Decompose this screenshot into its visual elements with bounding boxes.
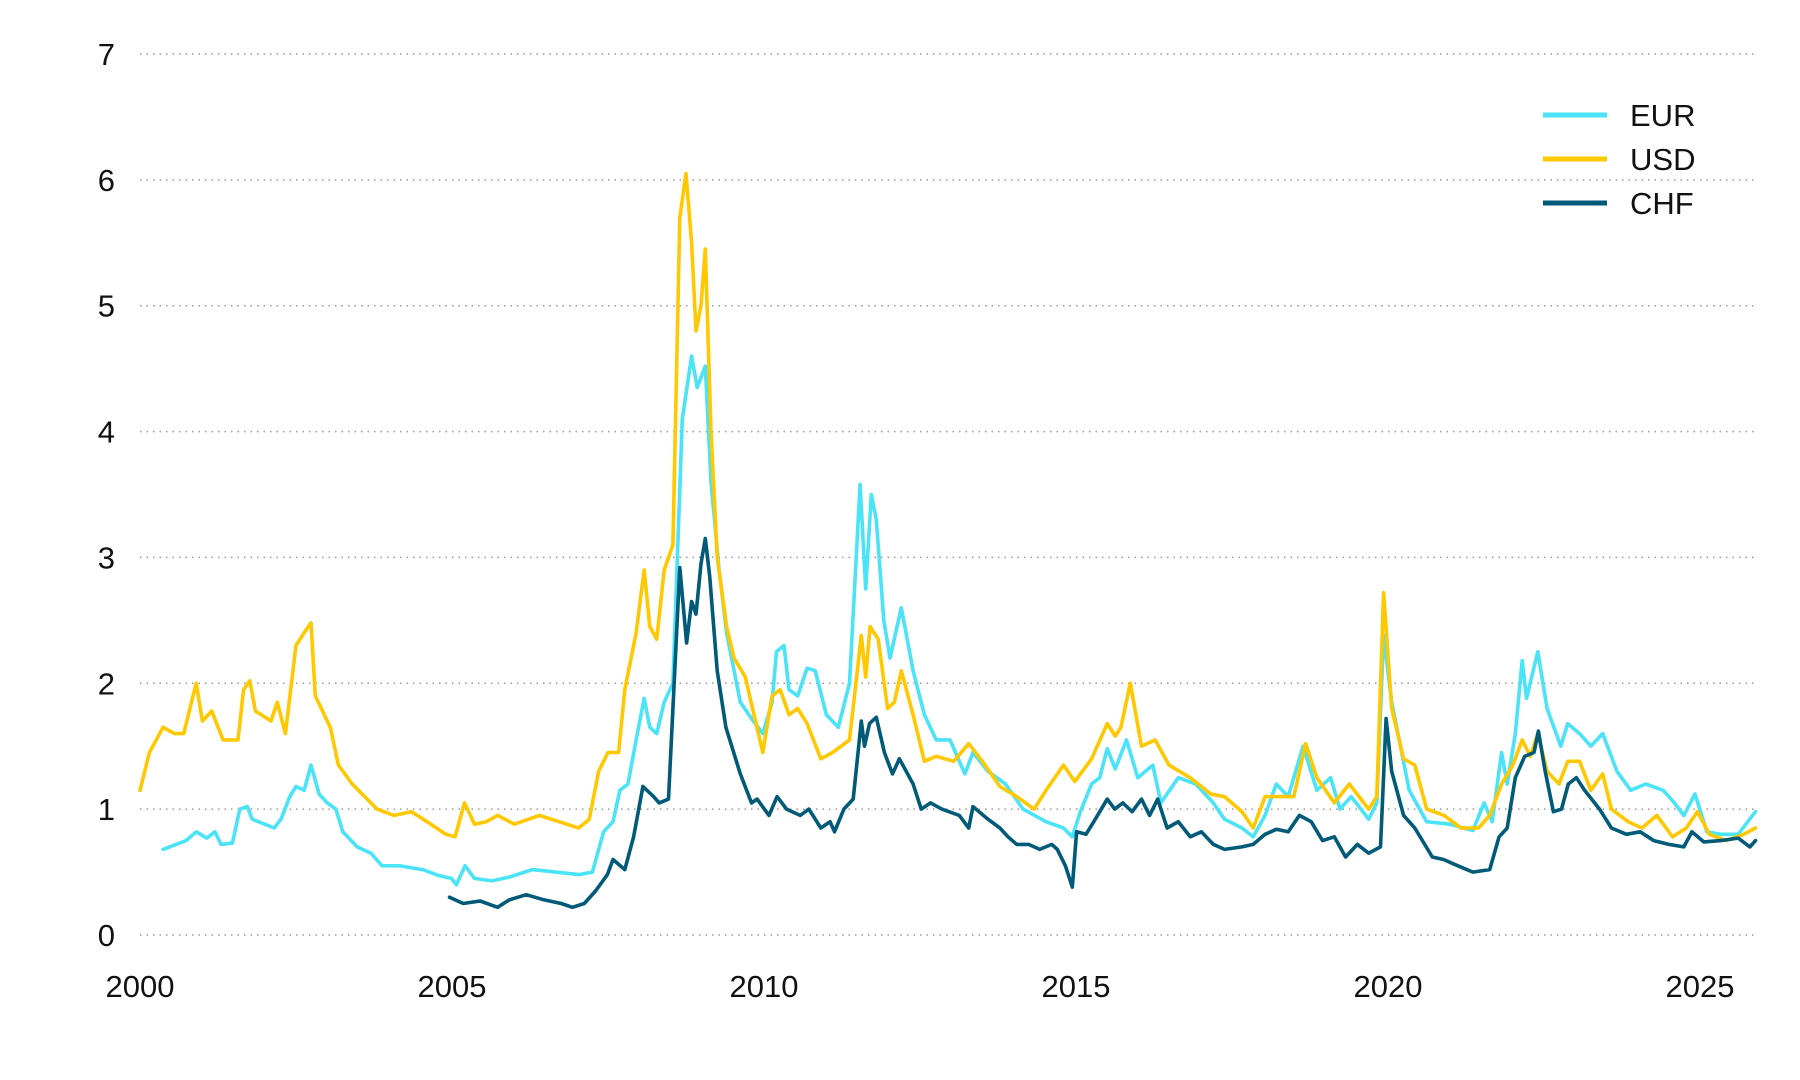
x-tick-label: 2025 bbox=[1666, 969, 1735, 1004]
series-line-eur bbox=[161, 354, 1758, 887]
x-axis: 2000 2005 2010 2015 2020 2025 bbox=[106, 969, 1735, 1004]
y-tick-label: 4 bbox=[98, 415, 115, 450]
x-tick-label: 2000 bbox=[106, 969, 175, 1004]
y-tick-label: 3 bbox=[98, 540, 115, 575]
y-tick-label: 1 bbox=[98, 792, 115, 827]
y-tick-label: 2 bbox=[98, 666, 115, 701]
series-line-usd bbox=[138, 171, 1758, 843]
x-tick-label: 2015 bbox=[1042, 969, 1111, 1004]
x-tick-label: 2020 bbox=[1354, 969, 1423, 1004]
y-axis: 0 1 2 3 4 5 6 7 bbox=[98, 37, 115, 953]
y-tick-label: 6 bbox=[98, 163, 115, 198]
legend-label: USD bbox=[1630, 142, 1695, 177]
series-line-chf bbox=[447, 536, 1758, 910]
series-lines bbox=[138, 171, 1758, 910]
x-tick-label: 2005 bbox=[418, 969, 487, 1004]
legend: EUR USD CHF bbox=[1543, 98, 1695, 221]
legend-label: CHF bbox=[1630, 186, 1694, 221]
y-tick-label: 7 bbox=[98, 37, 115, 72]
legend-label: EUR bbox=[1630, 98, 1695, 133]
y-tick-label: 0 bbox=[98, 918, 115, 953]
y-tick-label: 5 bbox=[98, 289, 115, 324]
x-tick-label: 2010 bbox=[730, 969, 799, 1004]
